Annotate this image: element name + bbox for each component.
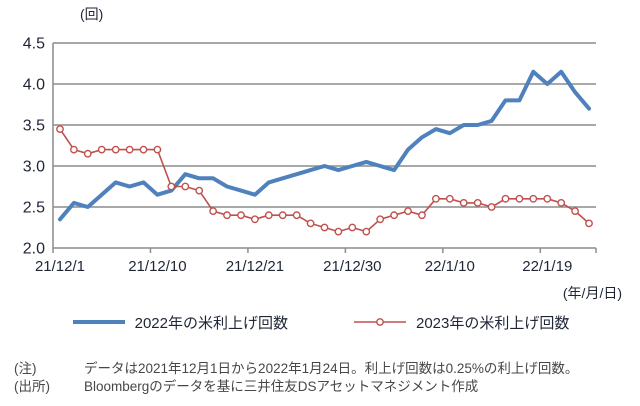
legend-item-2023: 2023年の米利上げ回数 [352,312,569,333]
data-point-marker [320,223,329,232]
data-point-marker [529,194,538,203]
x-axis-tick-label: 21/12/1 [35,258,85,275]
source-row: (出所) Bloombergのデータを基に三井住友DSアセットマネジメント作成 [14,378,630,396]
y-axis-unit-label: (回) [80,6,104,22]
data-point-marker [459,198,468,207]
series-line [59,128,590,233]
data-point-marker [390,211,398,220]
x-axis-unit-label: (年/月/日) [562,285,622,301]
data-point-marker [237,211,245,220]
data-point-marker [418,211,426,220]
data-point-marker [153,145,162,154]
data-point-marker [70,145,78,154]
line-chart: 2.0 2.5 3.0 3.5 4.0 4.5 21/12/1 21/12/10 21/12/2… [23,36,597,275]
data-point-marker [56,125,64,134]
data-point-marker [348,223,357,232]
data-point-marker [125,145,134,154]
data-point-marker [334,227,343,236]
data-point-marker [111,145,120,154]
legend-swatch-2023-line [354,318,406,326]
x-axis-tick-label: 22/1/19 [522,258,572,275]
legend-label-2022: 2022年の米利上げ回数 [134,314,288,332]
x-axis-tick-label: 21/12/21 [226,258,284,275]
data-point-marker [473,198,482,207]
data-point-marker [376,215,385,224]
fed-rate-hike-chart: 2.0 2.5 3.0 3.5 4.0 4.5 21/12/1 21/12/10 21/12/2… [23,6,622,301]
data-point-marker [181,182,190,191]
series-line [58,69,591,222]
data-point-marker [543,194,552,203]
data-point-marker [487,203,496,211]
source-text: Bloombergのデータを基に三井住友DSアセットマネジメント作成 [84,378,479,394]
data-point-marker [445,194,454,203]
data-point-marker [292,211,301,220]
data-point-marker [209,207,218,216]
data-point-marker [250,215,259,224]
data-point-marker [195,186,204,195]
data-point-marker [139,145,148,154]
data-point-marker [264,211,273,220]
data-point-marker [223,211,231,220]
data-point-marker [431,194,440,203]
x-axis-tick-label: 21/12/10 [128,258,186,275]
data-point-marker [83,149,92,158]
data-point-marker [404,207,412,216]
y-axis-tick-label: 4.5 [23,36,45,53]
note-label: (注) [14,361,37,376]
data-point-marker [278,211,287,220]
y-axis-tick-label: 2.5 [23,200,45,217]
data-point-marker [515,194,524,203]
data-point-marker [97,145,106,154]
legend-swatch-2022-line [72,320,125,324]
data-point-marker [306,219,315,228]
source-label: (出所) [14,378,50,394]
data-point-marker [167,182,176,191]
x-axis-tick-label: 21/12/30 [323,258,381,275]
y-axis-tick-label: 2.0 [23,241,45,258]
y-axis-tick-label: 4.0 [23,77,45,94]
legend-label-2023: 2023年の米利上げ回数 [416,314,570,332]
note-row: (注) データは2021年12月1日から2022年1月24日。利上げ回数は0.2… [14,360,630,378]
chart-notes: (注) データは2021年12月1日から2022年1月24日。利上げ回数は0.2… [14,360,630,396]
data-point-marker [362,227,371,236]
y-axis-tick-label: 3.0 [23,159,45,176]
data-point-marker [557,198,566,207]
legend: 2022年の米利上げ回数 2023年の米利上げ回数 [0,310,640,334]
data-point-marker [501,194,510,203]
note-text: データは2021年12月1日から2022年1月24日。利上げ回数は0.25%の利… [84,361,579,376]
data-point-marker [585,219,593,228]
y-axis-tick-label: 3.5 [23,118,45,135]
legend-item-2022: 2022年の米利上げ回数 [71,312,288,333]
data-point-marker [571,207,579,216]
x-axis-tick-label: 22/1/10 [425,258,475,275]
